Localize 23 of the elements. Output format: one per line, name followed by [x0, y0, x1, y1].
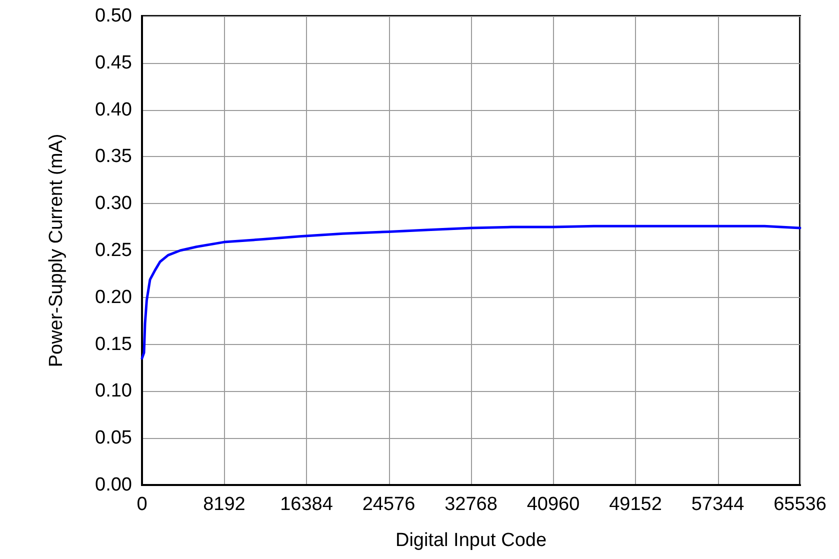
x-tick-label: 16384 — [280, 494, 334, 515]
y-tick-label: 0.30 — [95, 193, 132, 214]
y-tick-label: 0.00 — [95, 474, 132, 496]
x-tick-label: 0 — [136, 494, 148, 515]
y-tick-label: 0.35 — [95, 146, 132, 168]
y-axis-title: Power-Supply Current (mA) — [46, 134, 67, 368]
y-tick-label: 0.50 — [95, 6, 132, 26]
y-tick-label: 0.25 — [95, 240, 132, 261]
y-tick-label: 0.15 — [95, 334, 132, 355]
x-tick-label: 40960 — [526, 494, 580, 515]
x-tick-label: 8192 — [203, 494, 246, 515]
y-tick-label: 0.20 — [95, 286, 132, 308]
x-tick-label: 65536 — [774, 494, 826, 515]
line-series — [140, 224, 802, 360]
x-tick-label: 24576 — [362, 494, 416, 515]
y-tick-label: 0.05 — [95, 428, 132, 449]
x-tick-label: 49152 — [609, 494, 662, 515]
x-axis-title: Digital Input Code — [395, 530, 547, 551]
x-tick-label: 57344 — [691, 494, 745, 515]
y-tick-label: 0.45 — [95, 52, 132, 74]
x-tick-label: 32768 — [444, 494, 498, 515]
y-tick-label: 0.40 — [95, 99, 132, 120]
y-tick-label: 0.10 — [95, 380, 132, 402]
